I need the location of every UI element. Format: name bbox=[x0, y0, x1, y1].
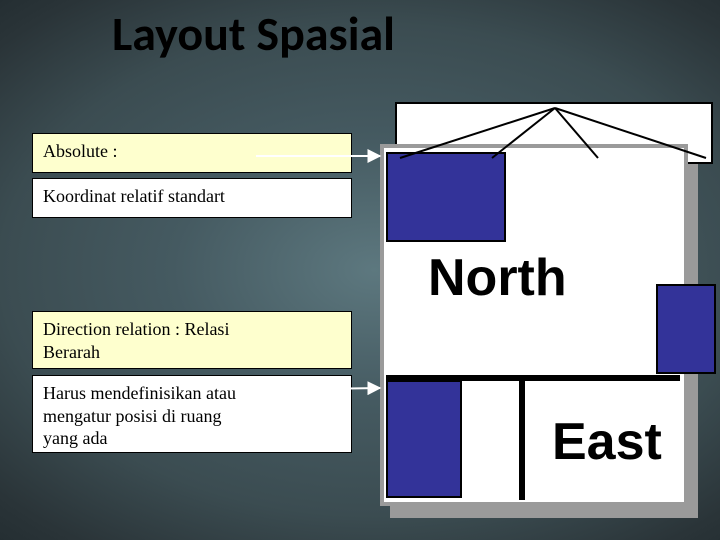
text-line: Absolute : bbox=[43, 141, 118, 161]
diagram-label-east: East bbox=[552, 412, 662, 472]
slide-title: Layout Spasial bbox=[112, 4, 395, 63]
text-line: yang ada bbox=[43, 428, 107, 448]
text-box-direction_desc: Harus mendefinisikan atau mengatur posisi… bbox=[32, 375, 352, 453]
text-box-absolute_desc: Koordinat relatif standart bbox=[32, 178, 352, 218]
diagram-block-sw bbox=[386, 380, 462, 498]
text-line: Koordinat relatif standart bbox=[43, 186, 225, 206]
slide-stage: Layout Spasial Absolute : Koordinat relati… bbox=[0, 0, 720, 540]
text-line: Berarah bbox=[43, 342, 100, 362]
text-line: mengatur posisi di ruang bbox=[43, 406, 221, 426]
diagram-label-north: North bbox=[428, 248, 567, 308]
text-line: Harus mendefinisikan atau bbox=[43, 383, 236, 403]
text-line: Direction relation : Relasi bbox=[43, 319, 229, 339]
diagram-block-e bbox=[656, 284, 716, 374]
text-box-direction: Direction relation : Relasi Berarah bbox=[32, 311, 352, 369]
diagram-block-nw bbox=[386, 152, 506, 242]
text-box-absolute: Absolute : bbox=[32, 133, 352, 173]
